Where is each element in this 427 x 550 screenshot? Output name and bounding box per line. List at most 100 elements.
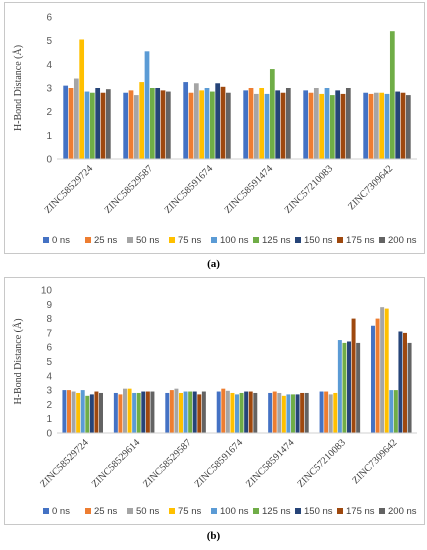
bar	[337, 340, 342, 433]
bar	[63, 85, 69, 159]
legend-swatch	[295, 237, 301, 243]
bar	[286, 394, 291, 433]
legend-label: 125 ns	[262, 506, 291, 517]
legend-swatch	[337, 237, 343, 243]
bar	[149, 88, 155, 159]
bar	[380, 307, 385, 433]
legend-swatch	[253, 237, 259, 243]
caption-a: (a)	[0, 258, 427, 270]
category-label: ZINC58591674	[193, 437, 246, 490]
y-tick-label: 0	[46, 155, 52, 166]
legend-label: 75 ns	[178, 235, 201, 246]
legend-label: 150 ns	[304, 506, 333, 517]
y-axis-label: H-Bond Distance (Å)	[12, 318, 24, 404]
bar	[328, 394, 333, 433]
bar	[351, 318, 356, 433]
bar	[123, 388, 127, 433]
bar	[400, 92, 406, 159]
bar	[324, 88, 330, 159]
bar	[128, 90, 134, 159]
bar	[73, 78, 79, 159]
bar	[363, 92, 369, 159]
bar	[188, 391, 193, 433]
bar	[403, 332, 407, 433]
bar	[132, 392, 137, 433]
bar	[85, 395, 90, 433]
y-tick-label: 10	[41, 286, 53, 297]
bar	[215, 83, 221, 159]
bar	[285, 88, 291, 159]
bar	[169, 390, 174, 433]
bar	[300, 392, 305, 433]
legend-label: 150 ns	[304, 235, 333, 246]
bar	[80, 390, 85, 433]
bar	[407, 342, 412, 433]
bar	[100, 92, 106, 159]
bar	[389, 390, 394, 433]
bar	[405, 95, 411, 159]
bar	[188, 92, 194, 159]
caption-a-label: (a)	[207, 258, 220, 270]
legend-swatch	[169, 237, 175, 243]
y-tick-label: 4	[46, 371, 52, 382]
bar	[295, 394, 300, 433]
bar	[79, 39, 85, 159]
bar	[384, 93, 390, 159]
bar	[243, 90, 249, 159]
bar	[225, 92, 231, 159]
category-label: ZINC58591674	[163, 163, 216, 216]
legend-label: 50 ns	[136, 235, 159, 246]
y-tick-label: 9	[46, 300, 52, 311]
bar	[356, 342, 361, 433]
bar	[62, 390, 67, 433]
bar	[269, 69, 275, 159]
category-label: ZINC58591474	[244, 437, 297, 490]
bar	[192, 391, 197, 433]
bar	[118, 394, 123, 433]
legend: 0 ns 25 ns 50 ns 75 ns 100 ns 125 ns 150 ns 175…	[43, 506, 417, 517]
category-label: ZINC58529724	[38, 437, 91, 490]
bar	[67, 390, 71, 433]
bar	[165, 91, 171, 159]
bar	[281, 395, 286, 433]
y-tick-label: 2	[46, 107, 52, 118]
legend-label: 100 ns	[220, 235, 249, 246]
bar	[150, 391, 155, 433]
bar	[253, 93, 259, 159]
bar	[395, 91, 401, 159]
bar	[340, 93, 346, 159]
bar	[204, 88, 210, 159]
bar	[248, 88, 254, 159]
bar	[179, 392, 183, 433]
bar	[165, 392, 170, 433]
category-label: ZINC58591474	[223, 163, 276, 216]
legend-swatch	[337, 508, 343, 514]
bar	[329, 95, 335, 159]
y-tick-label: 6	[46, 343, 52, 354]
bar	[319, 93, 325, 159]
legend-label: 0 ns	[52, 235, 70, 246]
y-tick-label: 7	[46, 328, 52, 339]
bar	[105, 89, 111, 159]
bar	[373, 92, 379, 159]
bar	[113, 392, 118, 433]
bar	[183, 391, 188, 433]
legend-swatch	[127, 508, 133, 514]
bar	[220, 86, 226, 159]
bar	[225, 390, 230, 433]
bar	[335, 90, 341, 159]
bar	[389, 31, 395, 160]
y-tick-label: 2	[46, 400, 52, 411]
bar	[95, 88, 101, 159]
bar	[123, 92, 129, 159]
bar	[216, 391, 221, 433]
bar	[127, 388, 132, 433]
bar	[291, 394, 295, 433]
legend: 0 ns 25 ns 50 ns 75 ns 100 ns 125 ns 150 ns 175…	[43, 235, 417, 246]
bar	[221, 388, 226, 433]
legend-label: 50 ns	[136, 506, 159, 517]
category-label: ZINC7309642	[350, 437, 399, 486]
chart-b-svg: 0 1 2 3 4 5 6 7 8 9 10 H-Bond Distance (Å) ZINC58529…	[12, 286, 417, 517]
bar	[393, 390, 398, 433]
bar	[193, 83, 199, 159]
